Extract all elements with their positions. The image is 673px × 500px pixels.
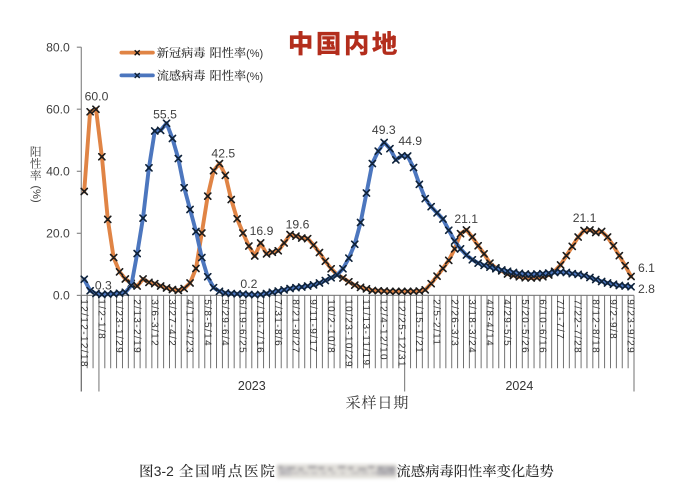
svg-text:16.9: 16.9: [250, 224, 274, 238]
svg-text:6/19-6/25: 6/19-6/25: [237, 299, 248, 354]
svg-text:6.1: 6.1: [638, 261, 655, 275]
svg-text:0.3: 0.3: [95, 278, 112, 292]
svg-text:9/23-9/29: 9/23-9/29: [625, 299, 636, 354]
svg-text:11/13-11/19: 11/13-11/19: [360, 299, 371, 366]
svg-text:10/2-10/8: 10/2-10/8: [325, 299, 336, 354]
svg-text:2/13-2/19: 2/13-2/19: [131, 299, 142, 354]
svg-text:55.5: 55.5: [153, 108, 177, 122]
svg-text:5/8-5/14: 5/8-5/14: [201, 299, 212, 347]
svg-text:4/29-5/5: 4/29-5/5: [501, 299, 512, 347]
svg-text:3/6-3/12: 3/6-3/12: [148, 299, 159, 347]
svg-text:0.0: 0.0: [53, 289, 70, 303]
svg-text:5/20-5/26: 5/20-5/26: [519, 299, 530, 354]
svg-text:7/22-7/28: 7/22-7/28: [572, 299, 583, 354]
svg-text:42.5: 42.5: [211, 147, 235, 161]
svg-text:2/5-2/11: 2/5-2/11: [431, 299, 442, 346]
svg-text:7/1-7/7: 7/1-7/7: [554, 299, 565, 340]
svg-text:12/4-12/10: 12/4-12/10: [378, 299, 389, 361]
svg-text:7/10-7/16: 7/10-7/16: [254, 299, 265, 354]
svg-text:(%): (%): [30, 186, 42, 203]
svg-text:60.0: 60.0: [46, 102, 70, 116]
svg-text:3-2: 3-2: [154, 464, 174, 479]
svg-text:(%): (%): [246, 71, 263, 83]
svg-text:7/31-8/6: 7/31-8/6: [272, 299, 283, 347]
svg-text:49.3: 49.3: [372, 123, 396, 137]
svg-text:1/2-1/8: 1/2-1/8: [96, 299, 107, 340]
svg-text:1/15-1/21: 1/15-1/21: [413, 299, 424, 354]
svg-text:10/23-10/29: 10/23-10/29: [342, 299, 353, 368]
svg-text:4/8-4/14: 4/8-4/14: [484, 299, 495, 347]
svg-text:12/25-12/31: 12/25-12/31: [395, 299, 406, 368]
svg-text:8/21-8/27: 8/21-8/27: [290, 299, 301, 354]
svg-text:8/12-8/18: 8/12-8/18: [589, 299, 600, 354]
svg-text:0.2: 0.2: [240, 277, 257, 291]
svg-text:2023: 2023: [238, 379, 266, 393]
svg-text:4/17-4/23: 4/17-4/23: [184, 299, 195, 354]
svg-text:2/26-3/3: 2/26-3/3: [448, 299, 459, 347]
svg-text:3/18-3/24: 3/18-3/24: [466, 299, 477, 354]
svg-text:3/27-4/2: 3/27-4/2: [166, 299, 177, 347]
svg-text:9/11-9/17: 9/11-9/17: [307, 299, 318, 353]
svg-text:6/10-6/16: 6/10-6/16: [537, 299, 548, 354]
svg-text:12/12-12/18: 12/12-12/18: [78, 299, 89, 368]
svg-text:44.9: 44.9: [398, 134, 422, 148]
svg-text:21.1: 21.1: [454, 212, 478, 226]
svg-text:20.0: 20.0: [46, 227, 70, 241]
svg-text:1/23-1/29: 1/23-1/29: [113, 299, 124, 354]
svg-text:2.8: 2.8: [638, 282, 655, 296]
svg-text:80.0: 80.0: [46, 40, 70, 54]
svg-text:21.1: 21.1: [573, 211, 597, 225]
svg-text:19.6: 19.6: [286, 218, 310, 232]
svg-text:40.0: 40.0: [46, 165, 70, 179]
svg-text:(%): (%): [246, 48, 263, 60]
svg-text:5/29-6/4: 5/29-6/4: [219, 299, 230, 347]
svg-text:60.0: 60.0: [85, 90, 109, 104]
svg-text:2024: 2024: [505, 379, 533, 393]
svg-text:9/2-9/8: 9/2-9/8: [607, 299, 618, 340]
